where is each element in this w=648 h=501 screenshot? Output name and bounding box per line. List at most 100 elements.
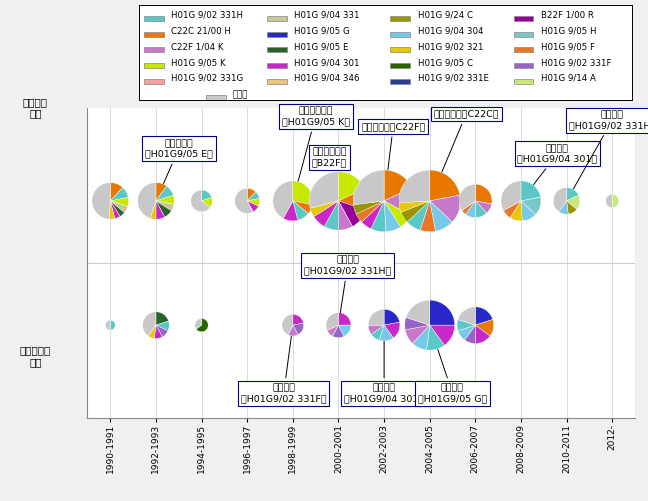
Wedge shape xyxy=(156,186,174,201)
Text: アルミ関連（C22F）: アルミ関連（C22F） xyxy=(361,122,425,198)
Text: H01G 9/05 K: H01G 9/05 K xyxy=(171,58,226,67)
Wedge shape xyxy=(521,181,540,201)
Wedge shape xyxy=(476,201,492,213)
Text: 化成関連
（H01G9/04 301）: 化成関連 （H01G9/04 301） xyxy=(517,144,597,199)
Wedge shape xyxy=(143,312,156,336)
Wedge shape xyxy=(156,201,174,211)
FancyBboxPatch shape xyxy=(145,79,164,84)
Wedge shape xyxy=(191,190,211,212)
Text: H01G 9/05 C: H01G 9/05 C xyxy=(417,58,472,67)
Text: 構造関連
（H01G9/02 331F）: 構造関連 （H01G9/02 331F） xyxy=(241,328,327,403)
Wedge shape xyxy=(553,187,566,212)
Wedge shape xyxy=(247,201,259,212)
Wedge shape xyxy=(521,197,541,214)
Wedge shape xyxy=(413,325,430,350)
Wedge shape xyxy=(384,201,400,232)
Text: H01G 9/02 331F: H01G 9/02 331F xyxy=(540,58,611,67)
Wedge shape xyxy=(384,188,415,216)
Text: H01G 9/05 E: H01G 9/05 E xyxy=(294,42,349,51)
Wedge shape xyxy=(338,325,351,337)
Text: 村田製作所
譲渡: 村田製作所 譲渡 xyxy=(20,345,51,367)
Text: H01G 9/14 A: H01G 9/14 A xyxy=(540,74,596,83)
Text: H01G 9/05 H: H01G 9/05 H xyxy=(540,27,596,36)
Wedge shape xyxy=(503,201,521,218)
Wedge shape xyxy=(156,201,165,219)
Wedge shape xyxy=(368,309,384,325)
Wedge shape xyxy=(338,172,365,201)
Text: その他: その他 xyxy=(233,90,248,99)
Text: 陰極関連
（H01G9/05 G）: 陰極関連 （H01G9/05 G） xyxy=(418,328,487,403)
Wedge shape xyxy=(154,325,163,339)
Wedge shape xyxy=(405,325,430,343)
Wedge shape xyxy=(148,325,156,338)
Wedge shape xyxy=(293,201,312,213)
Wedge shape xyxy=(110,187,128,201)
Wedge shape xyxy=(156,321,169,331)
Wedge shape xyxy=(109,201,115,219)
Wedge shape xyxy=(288,325,298,336)
Wedge shape xyxy=(156,195,174,204)
Wedge shape xyxy=(273,181,293,218)
Wedge shape xyxy=(476,307,493,325)
Wedge shape xyxy=(362,201,384,229)
FancyBboxPatch shape xyxy=(514,32,533,37)
FancyBboxPatch shape xyxy=(268,63,287,68)
Text: H01G 9/02 331G: H01G 9/02 331G xyxy=(171,74,244,83)
Wedge shape xyxy=(559,201,568,214)
Wedge shape xyxy=(404,318,430,330)
Wedge shape xyxy=(476,201,487,217)
Wedge shape xyxy=(235,188,253,213)
Text: 焼結材料関連
（B22F）: 焼結材料関連 （B22F） xyxy=(312,148,347,198)
Wedge shape xyxy=(430,195,461,222)
Wedge shape xyxy=(399,201,430,212)
Wedge shape xyxy=(430,201,452,231)
Wedge shape xyxy=(327,325,338,336)
FancyBboxPatch shape xyxy=(268,16,287,21)
Wedge shape xyxy=(566,187,579,201)
Wedge shape xyxy=(110,201,120,219)
Wedge shape xyxy=(407,201,430,230)
Text: 昭和電工
保有: 昭和電工 保有 xyxy=(23,97,48,119)
Wedge shape xyxy=(105,320,110,330)
Text: アルミ関連（C22C）: アルミ関連（C22C） xyxy=(431,109,499,198)
Wedge shape xyxy=(156,182,167,201)
Wedge shape xyxy=(338,313,351,325)
Wedge shape xyxy=(426,325,445,350)
Text: H01G 9/05 F: H01G 9/05 F xyxy=(540,42,595,51)
Wedge shape xyxy=(353,201,384,214)
Text: C22C 21/00 H: C22C 21/00 H xyxy=(171,27,231,36)
Wedge shape xyxy=(384,170,412,201)
FancyBboxPatch shape xyxy=(268,79,287,84)
Text: 焼結材料関連
（H01G9/05 K）: 焼結材料関連 （H01G9/05 K） xyxy=(282,107,350,198)
Wedge shape xyxy=(476,184,492,204)
FancyBboxPatch shape xyxy=(145,48,164,53)
Wedge shape xyxy=(110,201,124,216)
Wedge shape xyxy=(612,194,619,207)
FancyBboxPatch shape xyxy=(145,63,164,68)
Wedge shape xyxy=(566,201,577,214)
FancyBboxPatch shape xyxy=(391,79,410,84)
Wedge shape xyxy=(137,182,156,218)
Text: H01G 9/04 301: H01G 9/04 301 xyxy=(294,58,360,67)
Wedge shape xyxy=(150,201,156,219)
Wedge shape xyxy=(156,312,168,325)
Wedge shape xyxy=(465,325,476,344)
Text: 化成関連
（H01G9/04 301）: 化成関連 （H01G9/04 301） xyxy=(344,328,424,403)
Wedge shape xyxy=(110,197,129,206)
Wedge shape xyxy=(293,314,303,325)
Text: H01G 9/02 331H: H01G 9/02 331H xyxy=(171,11,244,20)
Wedge shape xyxy=(293,201,308,220)
FancyBboxPatch shape xyxy=(268,32,287,37)
Wedge shape xyxy=(338,201,353,230)
FancyBboxPatch shape xyxy=(391,48,410,53)
Wedge shape xyxy=(195,319,202,329)
Wedge shape xyxy=(283,201,298,221)
Wedge shape xyxy=(401,201,430,222)
Wedge shape xyxy=(384,322,400,338)
Text: リード関連
（H01G9/05 E）: リード関連 （H01G9/05 E） xyxy=(145,139,213,198)
Wedge shape xyxy=(399,170,430,203)
Wedge shape xyxy=(314,201,338,226)
FancyBboxPatch shape xyxy=(391,16,410,21)
Wedge shape xyxy=(247,198,260,206)
Wedge shape xyxy=(465,201,476,217)
